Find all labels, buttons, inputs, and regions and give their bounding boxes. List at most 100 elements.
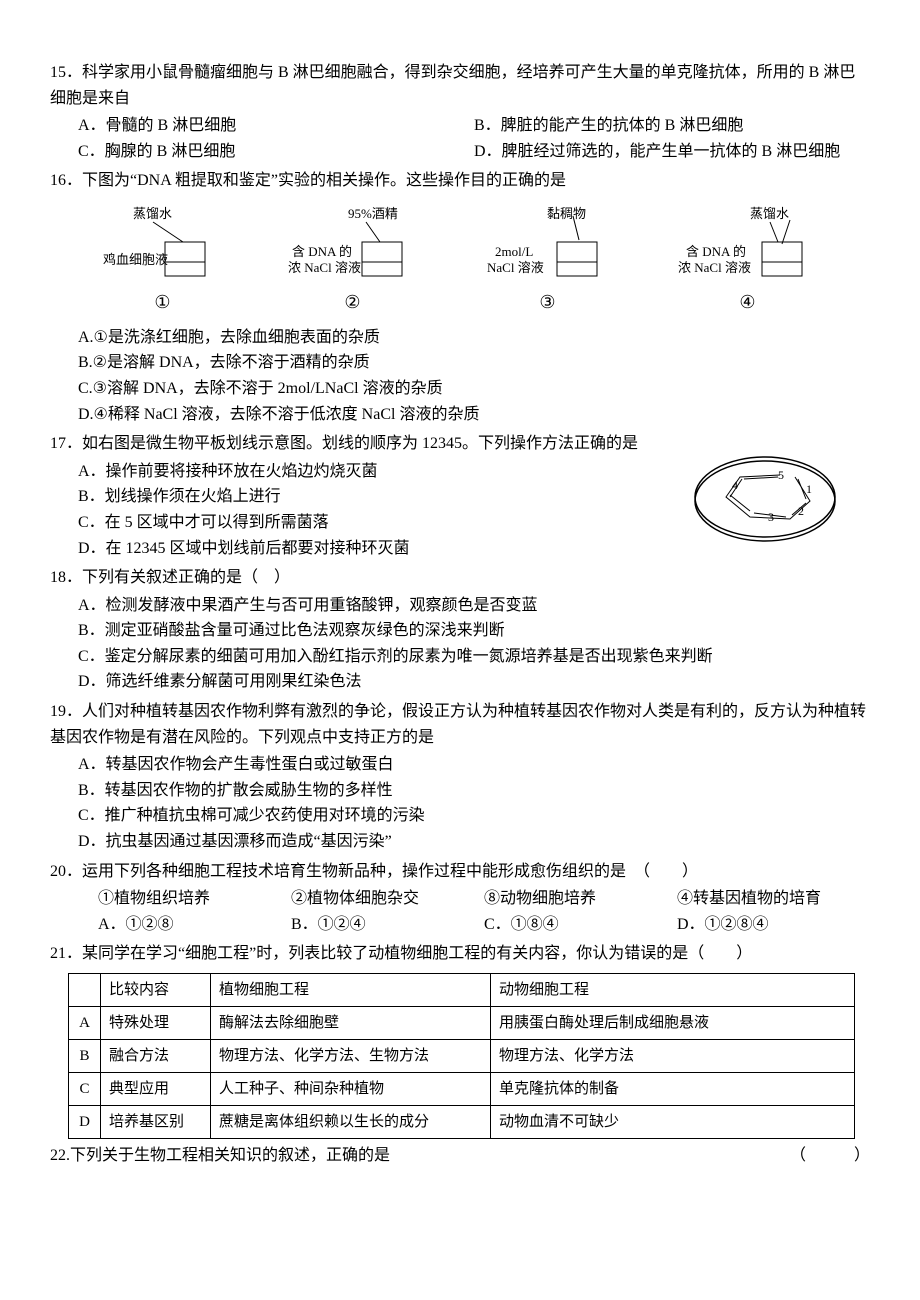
- table-row: B 融合方法 物理方法、化学方法、生物方法 物理方法、化学方法: [69, 1040, 855, 1073]
- dia-1: 蒸馏水 鸡血细胞液 ①: [103, 204, 223, 317]
- q16-opt-c: C.③溶解 DNA，去除不溶于 2mol/LNaCl 溶液的杂质: [50, 376, 870, 402]
- q22-text: 22.下列关于生物工程相关知识的叙述，正确的是: [50, 1143, 390, 1169]
- table-row: D 培养基区别 蔗糖是离体组织赖以生长的成分 动物血清不可缺少: [69, 1106, 855, 1139]
- q16-opt-a: A.①是洗涤红细胞，去除血细胞表面的杂质: [50, 325, 870, 351]
- question-21: 21．某同学在学习“细胞工程”时，列表比较了动植物细胞工程的有关内容，你认为错误…: [50, 941, 870, 1139]
- svg-text:3: 3: [768, 510, 774, 524]
- cell-d3: 动物血清不可缺少: [491, 1106, 855, 1139]
- svg-text:含 DNA 的: 含 DNA 的: [292, 244, 352, 259]
- q19-text: 19．人们对种植转基因农作物利弊有激烈的争论，假设正方认为种植转基因农作物对人类…: [50, 699, 870, 750]
- q22-paren: （ ）: [790, 1143, 870, 1169]
- svg-text:蒸馏水: 蒸馏水: [133, 206, 172, 221]
- q20-opt-b: B．①②④: [291, 912, 484, 938]
- q19-opt-c: C．推广种植抗虫棉可减少农药使用对环境的污染: [50, 803, 870, 829]
- petri-dish-icon: 1 2 3 4 5: [690, 449, 840, 549]
- q15-opt-a: A．骨髓的 B 淋巴细胞: [78, 113, 474, 139]
- q18-opt-d: D．筛选纤维素分解菌可用刚果红染色法: [50, 669, 870, 695]
- q18-opt-c: C．鉴定分解尿素的细菌可用加入酚红指示剂的尿素为唯一氮源培养基是否出现紫色来判断: [50, 644, 870, 670]
- cell-c2: 人工种子、种间杂种植物: [211, 1073, 491, 1106]
- th-plant: 植物细胞工程: [211, 974, 491, 1007]
- q19-opt-d: D．抗虫基因通过基因漂移而造成“基因污染”: [50, 829, 870, 855]
- svg-text:浓 NaCl 溶液: 浓 NaCl 溶液: [288, 260, 361, 275]
- cell-b0: B: [69, 1040, 101, 1073]
- q18-opt-b: B．测定亚硝酸盐含量可通过比色法观察灰绿色的深浅来判断: [50, 618, 870, 644]
- cell-a3: 用胰蛋白酶处理后制成细胞悬液: [491, 1007, 855, 1040]
- svg-text:NaCl 溶液: NaCl 溶液: [487, 260, 544, 275]
- svg-text:5: 5: [778, 468, 784, 482]
- cell-b2: 物理方法、化学方法、生物方法: [211, 1040, 491, 1073]
- q20-i3: ⑧动物细胞培养: [484, 886, 677, 912]
- q15-text: 15．科学家用小鼠骨髓瘤细胞与 B 淋巴细胞融合，得到杂交细胞，经培养可产生大量…: [50, 60, 870, 111]
- dia-4: 蒸馏水 含 DNA 的 浓 NaCl 溶液 ④: [678, 204, 818, 317]
- petri-dish-diagram: 1 2 3 4 5: [690, 449, 840, 549]
- q15-opt-c: C．胸腺的 B 淋巴细胞: [78, 139, 474, 165]
- dia-1-num: ①: [103, 288, 223, 317]
- q20-opt-c: C．①⑧④: [484, 912, 677, 938]
- q16-opt-d: D.④稀释 NaCl 溶液，去除不溶于低浓度 NaCl 溶液的杂质: [50, 402, 870, 428]
- cell-d0: D: [69, 1106, 101, 1139]
- table-row: A 特殊处理 酶解法去除细胞壁 用胰蛋白酶处理后制成细胞悬液: [69, 1007, 855, 1040]
- question-15: 15．科学家用小鼠骨髓瘤细胞与 B 淋巴细胞融合，得到杂交细胞，经培养可产生大量…: [50, 60, 870, 164]
- cell-b3: 物理方法、化学方法: [491, 1040, 855, 1073]
- q20-opt-d: D．①②⑧④: [677, 912, 870, 938]
- q15-opt-d: D．脾脏经过筛选的，能产生单一抗体的 B 淋巴细胞: [474, 139, 870, 165]
- question-19: 19．人们对种植转基因农作物利弊有激烈的争论，假设正方认为种植转基因农作物对人类…: [50, 699, 870, 855]
- svg-text:1: 1: [806, 482, 812, 496]
- svg-text:95%酒精: 95%酒精: [348, 206, 398, 221]
- q15-opt-b: B．脾脏的能产生的抗体的 B 淋巴细胞: [474, 113, 870, 139]
- question-20: 20．运用下列各种细胞工程技术培育生物新品种，操作过程中能形成愈伤组织的是 （ …: [50, 859, 870, 938]
- dia-2-num: ②: [288, 288, 418, 317]
- th-compare: 比较内容: [101, 974, 211, 1007]
- table-header-row: 比较内容 植物细胞工程 动物细胞工程: [69, 974, 855, 1007]
- cell-a2: 酶解法去除细胞壁: [211, 1007, 491, 1040]
- q16-text: 16．下图为“DNA 粗提取和鉴定”实验的相关操作。这些操作目的正确的是: [50, 168, 870, 194]
- svg-text:2mol/L: 2mol/L: [495, 244, 533, 259]
- dia-3-num: ③: [483, 288, 613, 317]
- q16-opt-b: B.②是溶解 DNA，去除不溶于酒精的杂质: [50, 350, 870, 376]
- q16-diagram: 蒸馏水 鸡血细胞液 ① 95%酒精 含 DNA 的 浓 NaCl 溶液 ② 黏稠…: [50, 196, 870, 325]
- q20-text: 20．运用下列各种细胞工程技术培育生物新品种，操作过程中能形成愈伤组织的是 （ …: [50, 859, 870, 885]
- svg-text:蒸馏水: 蒸馏水: [750, 206, 789, 221]
- beaker-icon: 蒸馏水 鸡血细胞液: [103, 204, 223, 284]
- cell-b1: 融合方法: [101, 1040, 211, 1073]
- q21-text: 21．某同学在学习“细胞工程”时，列表比较了动植物细胞工程的有关内容，你认为错误…: [50, 941, 870, 967]
- q18-opt-a: A．检测发酵液中果酒产生与否可用重铬酸钾，观察颜色是否变蓝: [50, 593, 870, 619]
- q19-opt-a: A．转基因农作物会产生毒性蛋白或过敏蛋白: [50, 752, 870, 778]
- q20-items: ①植物组织培养 ②植物体细胞杂交 ⑧动物细胞培养 ④转基因植物的培育: [50, 886, 870, 912]
- svg-text:浓 NaCl 溶液: 浓 NaCl 溶液: [678, 260, 751, 275]
- q15-options: A．骨髓的 B 淋巴细胞 B．脾脏的能产生的抗体的 B 淋巴细胞 C．胸腺的 B…: [50, 113, 870, 164]
- dia-3: 黏稠物 2mol/L NaCl 溶液 ③: [483, 204, 613, 317]
- table-row: C 典型应用 人工种子、种间杂种植物 单克隆抗体的制备: [69, 1073, 855, 1106]
- svg-text:2: 2: [798, 504, 804, 518]
- q20-opt-a: A．①②⑧: [98, 912, 291, 938]
- q20-i1: ①植物组织培养: [98, 886, 291, 912]
- cell-c1: 典型应用: [101, 1073, 211, 1106]
- svg-text:鸡血细胞液: 鸡血细胞液: [103, 252, 168, 267]
- q21-table: 比较内容 植物细胞工程 动物细胞工程 A 特殊处理 酶解法去除细胞壁 用胰蛋白酶…: [68, 973, 855, 1139]
- beaker-icon: 蒸馏水 含 DNA 的 浓 NaCl 溶液: [678, 204, 818, 284]
- beaker-icon: 95%酒精 含 DNA 的 浓 NaCl 溶液: [288, 204, 418, 284]
- cell-a1: 特殊处理: [101, 1007, 211, 1040]
- question-18: 18．下列有关叙述正确的是（ ） A．检测发酵液中果酒产生与否可用重铬酸钾，观察…: [50, 565, 870, 695]
- q19-opt-b: B．转基因农作物的扩散会威胁生物的多样性: [50, 778, 870, 804]
- beaker-icon: 黏稠物 2mol/L NaCl 溶液: [483, 204, 613, 284]
- svg-text:含 DNA 的: 含 DNA 的: [686, 244, 746, 259]
- th-animal: 动物细胞工程: [491, 974, 855, 1007]
- cell-c3: 单克隆抗体的制备: [491, 1073, 855, 1106]
- th-blank: [69, 974, 101, 1007]
- dia-2: 95%酒精 含 DNA 的 浓 NaCl 溶液 ②: [288, 204, 418, 317]
- q20-i2: ②植物体细胞杂交: [291, 886, 484, 912]
- cell-a0: A: [69, 1007, 101, 1040]
- question-17: 17．如右图是微生物平板划线示意图。划线的顺序为 12345。下列操作方法正确的…: [50, 431, 870, 561]
- question-22: 22.下列关于生物工程相关知识的叙述，正确的是 （ ）: [50, 1143, 870, 1169]
- question-16: 16．下图为“DNA 粗提取和鉴定”实验的相关操作。这些操作目的正确的是 蒸馏水…: [50, 168, 870, 427]
- dia-4-num: ④: [678, 288, 818, 317]
- q18-text: 18．下列有关叙述正确的是（ ）: [50, 565, 870, 591]
- svg-text:黏稠物: 黏稠物: [547, 206, 586, 221]
- cell-d1: 培养基区别: [101, 1106, 211, 1139]
- cell-c0: C: [69, 1073, 101, 1106]
- svg-text:4: 4: [732, 478, 738, 492]
- q20-options: A．①②⑧ B．①②④ C．①⑧④ D．①②⑧④: [50, 912, 870, 938]
- cell-d2: 蔗糖是离体组织赖以生长的成分: [211, 1106, 491, 1139]
- q20-i4: ④转基因植物的培育: [677, 886, 870, 912]
